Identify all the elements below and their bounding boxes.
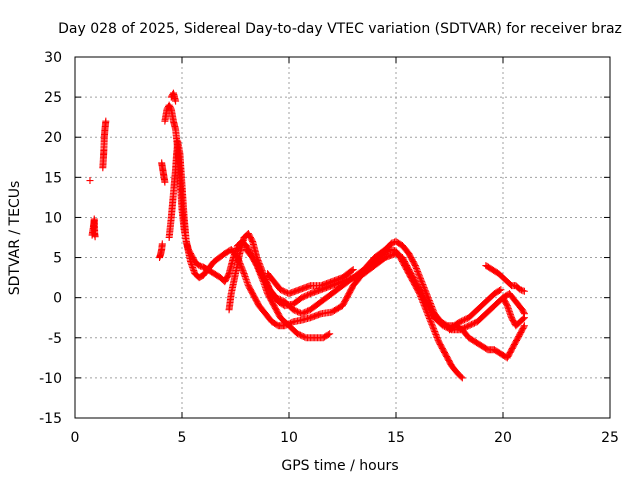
data-point (411, 262, 419, 270)
data-point (414, 267, 422, 275)
data-point (239, 268, 247, 276)
data-point (415, 272, 423, 280)
data-point (412, 263, 420, 271)
x-tick-label: 20 (494, 430, 512, 446)
y-tick-label: 5 (53, 251, 62, 267)
data-point (421, 285, 429, 293)
data-point (420, 283, 428, 291)
x-tick-label: 10 (280, 430, 298, 446)
data-point (520, 287, 528, 295)
data-point (428, 322, 436, 330)
y-tick-label: 25 (44, 90, 62, 106)
data-point (520, 314, 528, 322)
data-point (419, 282, 427, 290)
data-point (416, 273, 424, 281)
y-axis-title: SDTVAR / TECUs (7, 181, 23, 296)
data-point (496, 286, 504, 294)
data-point (415, 270, 423, 278)
x-tick-label: 15 (387, 430, 405, 446)
data-point (102, 117, 110, 125)
data-point (348, 266, 356, 274)
data-point (434, 335, 442, 343)
y-tick-label: 15 (44, 170, 62, 186)
data-point (418, 278, 426, 286)
series-arc-2 (88, 215, 99, 241)
data-point (432, 332, 440, 340)
x-axis-title: GPS time / hours (281, 458, 398, 474)
x-tick-labels: 0 5 10 15 20 25 (71, 430, 619, 446)
axis-ticks (74, 56, 611, 419)
data-point (519, 315, 527, 323)
y-tick-label: 30 (44, 50, 62, 66)
series-arc-7 (165, 137, 466, 382)
data-point (430, 326, 438, 334)
data-point (324, 331, 332, 339)
data-point (419, 281, 427, 289)
data-point (428, 320, 436, 328)
x-tick-label: 25 (601, 430, 619, 446)
data-point (418, 279, 426, 287)
data-point (326, 330, 334, 338)
series-arc-5 (158, 159, 169, 186)
data-point (421, 286, 429, 294)
x-tick-label: 0 (71, 430, 80, 446)
data-point (520, 323, 528, 331)
data-point (432, 330, 440, 338)
series-arc-3 (99, 117, 110, 172)
data-point (457, 373, 465, 381)
y-tick-label: 0 (53, 291, 62, 307)
data-point (172, 97, 180, 105)
data-point (417, 275, 425, 283)
y-tick-label: 20 (44, 130, 62, 146)
y-tick-label: 10 (44, 210, 62, 226)
y-tick-label: -15 (39, 411, 62, 427)
series-arc-11 (264, 266, 357, 298)
data-point (520, 322, 528, 330)
y-tick-label: -10 (39, 371, 62, 387)
data-point (158, 240, 166, 248)
data-point (91, 233, 99, 241)
data-points (86, 89, 528, 382)
series-arc-14 (446, 322, 528, 362)
data-point (427, 317, 435, 325)
data-point (431, 329, 439, 337)
data-point (431, 328, 439, 336)
y-tick-label: -5 (48, 331, 62, 347)
data-point (427, 319, 435, 327)
data-point (239, 267, 247, 275)
data-point (161, 178, 169, 186)
data-point (458, 374, 466, 382)
data-point (412, 264, 420, 272)
data-point (349, 266, 357, 274)
series-arc-12 (482, 262, 528, 295)
plot-frame (74, 56, 611, 419)
data-point (520, 308, 528, 316)
data-point (426, 316, 434, 324)
series-arc-13 (499, 294, 528, 330)
y-tick-labels: -15 -10 -5 0 5 10 15 20 25 30 (39, 50, 62, 427)
x-tick-label: 5 (178, 430, 187, 446)
grid (75, 57, 610, 418)
data-point (425, 313, 433, 321)
series-arc-4 (156, 240, 166, 262)
data-point (417, 276, 425, 284)
data-point (86, 177, 94, 185)
series-arc-10 (242, 246, 528, 334)
series-arc-1 (86, 177, 94, 185)
data-point (413, 266, 421, 274)
data-point (430, 325, 438, 333)
data-point (497, 286, 505, 294)
chart-title: Day 028 of 2025, Sidereal Day-to-day VTE… (58, 21, 622, 37)
data-point (414, 269, 422, 277)
data-point (433, 333, 441, 341)
data-point (429, 323, 437, 331)
data-point (425, 314, 433, 322)
series-arc-8 (167, 89, 180, 105)
